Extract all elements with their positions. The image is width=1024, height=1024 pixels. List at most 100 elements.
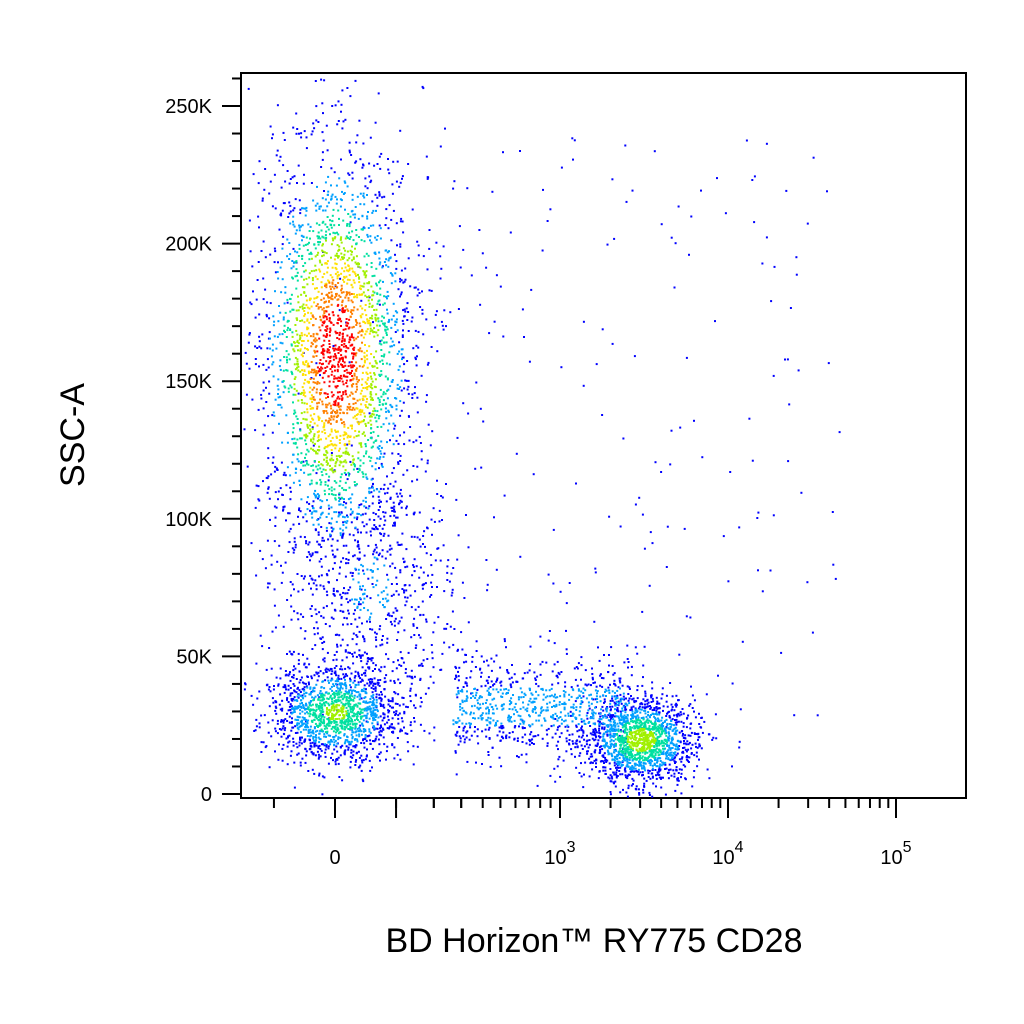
event-dot: [308, 702, 311, 705]
event-dot: [343, 616, 346, 619]
event-dot: [324, 493, 326, 496]
event-dot: [362, 164, 365, 167]
event-dot: [391, 340, 394, 343]
event-dot: [500, 695, 503, 698]
event-dot: [623, 661, 626, 664]
event-dot: [275, 467, 278, 470]
event-dot: [481, 712, 484, 715]
event-dot: [559, 775, 562, 778]
event-dot: [480, 718, 483, 721]
event-dot: [321, 500, 324, 503]
event-dot: [362, 780, 365, 783]
event-dot: [396, 311, 399, 314]
event-dot: [371, 485, 374, 488]
event-dot: [277, 393, 279, 395]
event-dot: [296, 700, 299, 702]
event-dot: [371, 200, 374, 203]
event-dot: [551, 670, 554, 673]
event-dot: [309, 713, 312, 715]
event-dot: [655, 785, 657, 788]
event-dot: [282, 625, 285, 628]
event-dot: [400, 389, 403, 392]
event-dot: [294, 471, 297, 474]
event-dot: [334, 739, 337, 742]
event-dot: [378, 193, 381, 196]
event-dot: [665, 726, 668, 729]
event-dot: [676, 721, 679, 724]
event-dot: [418, 538, 421, 541]
event-dot: [341, 536, 344, 539]
event-dot: [311, 741, 314, 744]
event-dot: [384, 492, 386, 495]
event-dot: [323, 733, 326, 736]
event-dot: [320, 78, 323, 81]
event-dot: [333, 735, 336, 738]
event-dot: [457, 534, 460, 537]
event-dot: [611, 665, 614, 667]
event-dot: [413, 617, 416, 620]
event-dot: [623, 719, 626, 722]
event-dot: [383, 681, 386, 684]
event-dot: [293, 261, 296, 264]
event-dot: [349, 677, 351, 680]
event-dot: [347, 498, 350, 501]
event-dot: [279, 677, 282, 680]
event-dot: [531, 693, 534, 696]
event-dot: [509, 684, 512, 687]
event-dot: [268, 497, 271, 500]
event-dot: [389, 385, 392, 388]
event-dot: [375, 735, 378, 738]
event-dot: [354, 206, 357, 208]
event-dot: [656, 761, 658, 764]
event-dot: [350, 210, 353, 213]
event-dot: [362, 635, 364, 638]
event-dot: [307, 729, 310, 732]
event-dot: [674, 748, 677, 751]
event-dot: [368, 618, 371, 621]
event-dot: [421, 600, 424, 603]
event-dot: [701, 456, 704, 459]
event-dot: [338, 683, 341, 686]
event-dot: [402, 401, 405, 404]
event-dot: [309, 225, 312, 228]
event-dot: [579, 752, 582, 755]
event-dot: [642, 759, 645, 762]
event-dot: [372, 719, 375, 722]
event-dot: [370, 712, 373, 715]
event-dot: [365, 523, 368, 526]
event-dot: [588, 707, 591, 710]
event-dot: [454, 721, 457, 724]
event-dot: [552, 695, 555, 698]
event-dot: [553, 699, 556, 702]
event-dot: [258, 365, 260, 368]
event-dot: [660, 730, 663, 733]
event-dot: [379, 167, 382, 170]
event-dot: [397, 453, 400, 455]
event-dot: [299, 712, 302, 715]
event-dot: [559, 590, 562, 593]
event-dot: [378, 224, 381, 227]
event-dot: [410, 729, 413, 732]
event-dot: [487, 676, 490, 679]
event-dot: [295, 719, 298, 721]
event-dot: [344, 675, 346, 678]
event-dot: [396, 541, 399, 544]
event-dot: [687, 743, 690, 746]
event-dot: [412, 441, 415, 444]
event-dot: [294, 707, 297, 710]
event-dot: [397, 722, 400, 725]
event-dot: [406, 706, 409, 709]
event-dot: [748, 417, 751, 420]
event-dot: [389, 498, 392, 500]
event-dot: [312, 737, 315, 740]
event-dot: [387, 534, 390, 537]
event-dot: [337, 692, 340, 695]
event-dot: [628, 756, 631, 759]
event-dot: [375, 714, 378, 717]
event-dot: [271, 630, 274, 633]
event-dot: [399, 488, 402, 491]
event-dot: [378, 668, 381, 671]
event-dot: [654, 754, 657, 756]
event-dot: [278, 333, 281, 336]
event-dot: [259, 634, 262, 637]
